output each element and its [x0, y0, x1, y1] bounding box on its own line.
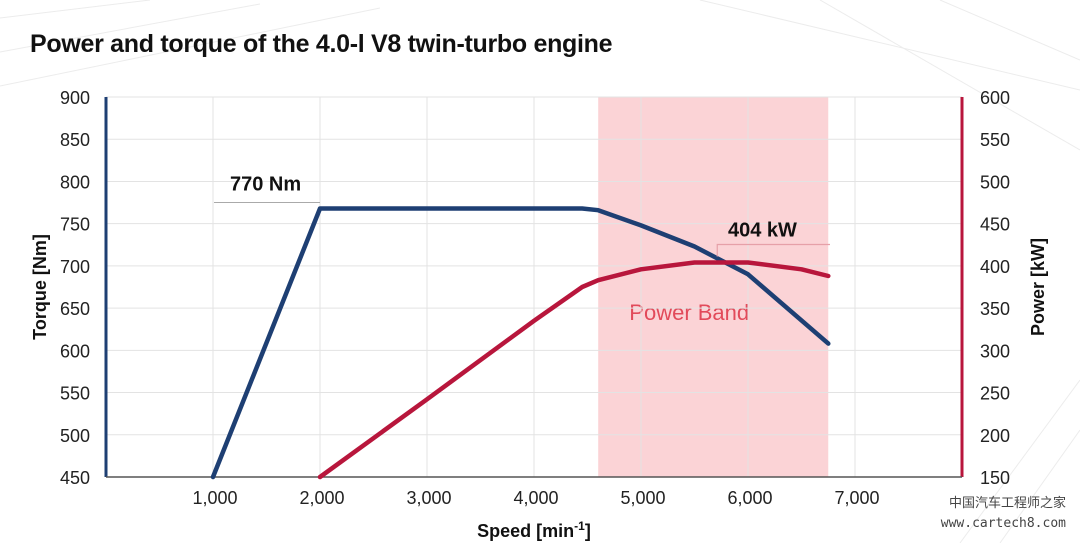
x-tick-label: 3,000	[406, 488, 451, 508]
y-tick-label: 750	[60, 215, 90, 235]
y2-tick-label: 400	[980, 257, 1010, 277]
y-tick-label: 800	[60, 172, 90, 192]
y-tick-label: 850	[60, 130, 90, 150]
torque-curve	[210, 206, 831, 480]
y2-tick-label: 250	[980, 384, 1010, 404]
y2-axis-label: Power [kW]	[1028, 238, 1048, 336]
y2-tick-label: 350	[980, 299, 1010, 319]
y-axis-label: Torque [Nm]	[30, 234, 50, 340]
y-tick-label: 450	[60, 468, 90, 488]
power-annotation-label: 404 kW	[728, 220, 797, 242]
x-axis-label: Speed [min-1]	[477, 519, 591, 541]
power-band-label: Power Band	[629, 300, 749, 325]
power-annotation-leader	[716, 243, 830, 257]
y2-tick-label: 500	[980, 172, 1010, 192]
y2-tick-label: 300	[980, 341, 1010, 361]
y-tick-label: 650	[60, 299, 90, 319]
x-tick-label: 5,000	[620, 488, 665, 508]
y2-tick-label: 200	[980, 426, 1010, 446]
watermark-line-1: 中国汽车工程师之家	[948, 496, 1066, 511]
watermark-line-2: www.cartech8.com	[940, 516, 1066, 532]
y-tick-label: 500	[60, 426, 90, 446]
y2-tick-label: 600	[980, 88, 1010, 108]
y2-tick-label: 150	[980, 468, 1010, 488]
x-tick-label: 6,000	[727, 488, 772, 508]
y-tick-label: 900	[60, 88, 90, 108]
x-tick-label: 7,000	[834, 488, 879, 508]
watermark: 中国汽车工程师之家 www.cartech8.com	[941, 494, 1066, 534]
power-band-area	[598, 97, 829, 477]
torque-annotation-label: 770 Nm	[230, 173, 301, 195]
x-tick-label: 4,000	[513, 488, 558, 508]
y-tick-label: 700	[60, 257, 90, 277]
y2-tick-label: 550	[980, 130, 1010, 150]
y2-tick-label: 450	[980, 215, 1010, 235]
x-tick-label: 2,000	[299, 488, 344, 508]
chart-title: Power and torque of the 4.0-l V8 twin-tu…	[30, 30, 613, 58]
power-curve	[317, 260, 831, 480]
y-tick-label: 550	[60, 384, 90, 404]
y-tick-label: 600	[60, 341, 90, 361]
x-tick-label: 1,000	[192, 488, 237, 508]
